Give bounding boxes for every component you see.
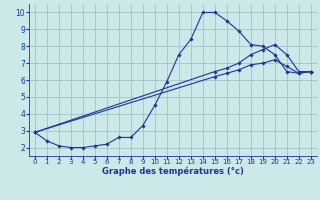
X-axis label: Graphe des températures (°c): Graphe des températures (°c): [102, 167, 244, 176]
